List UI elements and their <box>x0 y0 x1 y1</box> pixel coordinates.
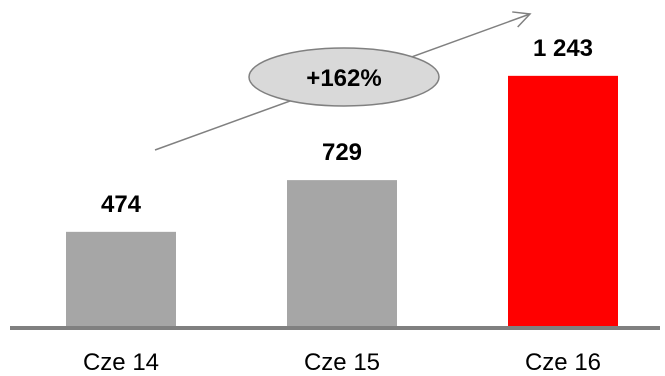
category-label: Cze 14 <box>83 349 159 376</box>
bar-cze-16 <box>508 75 618 328</box>
value-labels-layer: 474 729 1 243 <box>101 35 593 218</box>
value-label: 1 243 <box>533 35 593 62</box>
category-labels-layer: Cze 14 Cze 15 Cze 16 <box>83 349 601 376</box>
category-label: Cze 16 <box>525 349 601 376</box>
growth-ellipse <box>248 47 440 107</box>
bars-layer <box>66 75 618 328</box>
bar-cze-14 <box>66 231 176 328</box>
growth-label: +162% <box>306 65 381 92</box>
category-label: Cze 15 <box>304 349 380 376</box>
value-label: 729 <box>322 139 362 166</box>
value-label: 474 <box>101 191 142 218</box>
growth-annotation: +162% <box>248 47 440 107</box>
bar-cze-15 <box>287 180 397 328</box>
